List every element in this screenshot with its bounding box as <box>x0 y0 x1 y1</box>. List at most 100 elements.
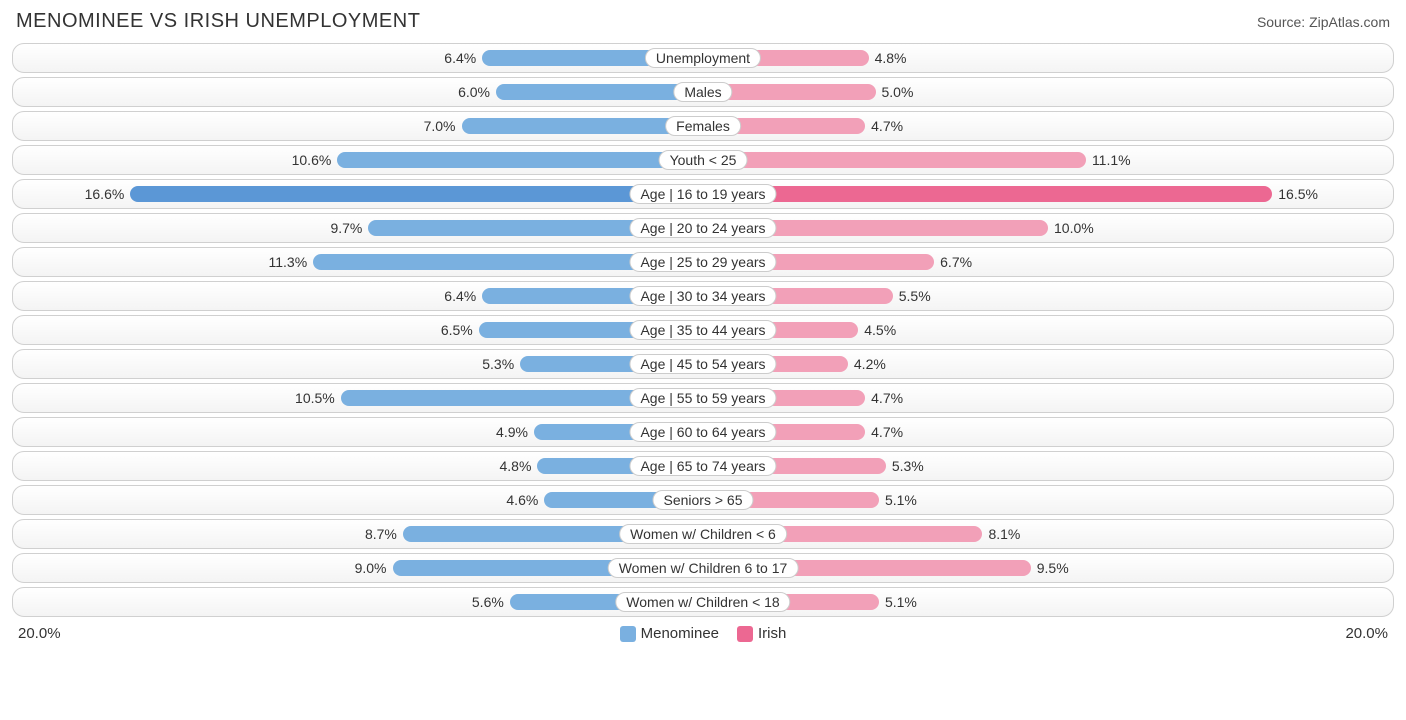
category-label: Age | 16 to 19 years <box>629 184 776 204</box>
row-right-half: 5.3% <box>703 452 1393 480</box>
chart-header: MENOMINEE VS IRISH UNEMPLOYMENT Source: … <box>12 10 1394 39</box>
row-left-half: 10.6% <box>13 146 703 174</box>
right-value-label: 5.3% <box>892 458 924 474</box>
chart-title: MENOMINEE VS IRISH UNEMPLOYMENT <box>16 10 420 33</box>
right-value-label: 9.5% <box>1037 560 1069 576</box>
right-value-label: 4.7% <box>871 118 903 134</box>
row-left-half: 9.0% <box>13 554 703 582</box>
chart-row: 7.0% 4.7% Females <box>12 111 1394 141</box>
chart-row: 10.5% 4.7% Age | 55 to 59 years <box>12 383 1394 413</box>
left-bar <box>130 186 703 202</box>
chart-row: 5.3% 4.2% Age | 45 to 54 years <box>12 349 1394 379</box>
row-right-half: 5.5% <box>703 282 1393 310</box>
chart-source: Source: ZipAtlas.com <box>1257 14 1390 30</box>
row-right-half: 6.7% <box>703 248 1393 276</box>
chart-row: 10.6% 11.1% Youth < 25 <box>12 145 1394 175</box>
row-left-half: 8.7% <box>13 520 703 548</box>
row-right-half: 4.7% <box>703 384 1393 412</box>
left-value-label: 4.8% <box>499 458 531 474</box>
row-right-half: 8.1% <box>703 520 1393 548</box>
left-bar <box>496 84 703 100</box>
row-left-half: 5.3% <box>13 350 703 378</box>
right-value-label: 5.1% <box>885 492 917 508</box>
category-label: Women w/ Children < 6 <box>619 524 787 544</box>
left-value-label: 9.7% <box>330 220 362 236</box>
row-left-half: 9.7% <box>13 214 703 242</box>
right-value-label: 11.1% <box>1092 152 1131 168</box>
right-value-label: 6.7% <box>940 254 972 270</box>
left-value-label: 5.3% <box>482 356 514 372</box>
chart-row: 9.0% 9.5% Women w/ Children 6 to 17 <box>12 553 1394 583</box>
category-label: Age | 35 to 44 years <box>629 320 776 340</box>
right-value-label: 10.0% <box>1054 220 1094 236</box>
chart-row: 4.8% 5.3% Age | 65 to 74 years <box>12 451 1394 481</box>
chart-footer: 20.0% Menominee Irish 20.0% <box>12 621 1394 642</box>
right-value-label: 4.7% <box>871 390 903 406</box>
right-value-label: 5.1% <box>885 594 917 610</box>
row-left-half: 6.4% <box>13 282 703 310</box>
category-label: Women w/ Children 6 to 17 <box>608 558 799 578</box>
row-left-half: 5.6% <box>13 588 703 616</box>
chart-row: 9.7% 10.0% Age | 20 to 24 years <box>12 213 1394 243</box>
chart-row: 8.7% 8.1% Women w/ Children < 6 <box>12 519 1394 549</box>
left-value-label: 4.6% <box>506 492 538 508</box>
legend-swatch-right <box>737 626 753 642</box>
row-right-half: 4.2% <box>703 350 1393 378</box>
chart-row: 4.9% 4.7% Age | 60 to 64 years <box>12 417 1394 447</box>
category-label: Age | 45 to 54 years <box>629 354 776 374</box>
row-left-half: 7.0% <box>13 112 703 140</box>
left-value-label: 6.4% <box>444 288 476 304</box>
category-label: Females <box>665 116 741 136</box>
axis-max-left: 20.0% <box>18 625 61 642</box>
row-right-half: 4.7% <box>703 112 1393 140</box>
left-value-label: 16.6% <box>85 186 125 202</box>
row-right-half: 11.1% <box>703 146 1393 174</box>
category-label: Age | 60 to 64 years <box>629 422 776 442</box>
chart-row: 11.3% 6.7% Age | 25 to 29 years <box>12 247 1394 277</box>
row-right-half: 5.0% <box>703 78 1393 106</box>
row-left-half: 11.3% <box>13 248 703 276</box>
right-value-label: 4.7% <box>871 424 903 440</box>
category-label: Males <box>673 82 732 102</box>
category-label: Women w/ Children < 18 <box>615 592 790 612</box>
category-label: Age | 20 to 24 years <box>629 218 776 238</box>
row-right-half: 9.5% <box>703 554 1393 582</box>
row-left-half: 10.5% <box>13 384 703 412</box>
left-value-label: 4.9% <box>496 424 528 440</box>
right-value-label: 4.2% <box>854 356 886 372</box>
row-left-half: 6.4% <box>13 44 703 72</box>
category-label: Youth < 25 <box>659 150 748 170</box>
right-value-label: 8.1% <box>988 526 1020 542</box>
left-value-label: 6.0% <box>458 84 490 100</box>
row-right-half: 4.8% <box>703 44 1393 72</box>
chart-row: 6.4% 5.5%Age | 30 to 34 years <box>12 281 1394 311</box>
row-left-half: 16.6% <box>13 180 703 208</box>
legend-swatch-left <box>620 626 636 642</box>
right-value-label: 4.5% <box>864 322 896 338</box>
row-right-half: 4.7% <box>703 418 1393 446</box>
category-label: Age | 55 to 59 years <box>629 388 776 408</box>
row-right-half: 10.0% <box>703 214 1393 242</box>
left-value-label: 11.3% <box>268 254 307 270</box>
legend: Menominee Irish <box>620 625 787 642</box>
category-label: Age | 30 to 34 years <box>629 286 776 306</box>
category-label: Unemployment <box>645 48 761 68</box>
chart-row: 6.5% 4.5% Age | 35 to 44 years <box>12 315 1394 345</box>
category-label: Age | 65 to 74 years <box>629 456 776 476</box>
row-right-half: 16.5% <box>703 180 1393 208</box>
row-left-half: 4.9% <box>13 418 703 446</box>
category-label: Age | 25 to 29 years <box>629 252 776 272</box>
left-value-label: 10.5% <box>295 390 335 406</box>
row-left-half: 6.5% <box>13 316 703 344</box>
left-value-label: 7.0% <box>424 118 456 134</box>
diverging-bar-chart: 6.4% 4.8% Unemployment 6.0% 5.0% Males 7.0% 4.7… <box>12 43 1394 617</box>
row-right-half: 4.5% <box>703 316 1393 344</box>
category-label: Seniors > 65 <box>653 490 754 510</box>
left-bar <box>337 152 703 168</box>
chart-row: 5.6% 5.1% Women w/ Children < 18 <box>12 587 1394 617</box>
right-value-label: 5.0% <box>882 84 914 100</box>
row-left-half: 4.6% <box>13 486 703 514</box>
right-value-label: 4.8% <box>875 50 907 66</box>
left-value-label: 6.4% <box>444 50 476 66</box>
right-bar <box>703 152 1086 168</box>
